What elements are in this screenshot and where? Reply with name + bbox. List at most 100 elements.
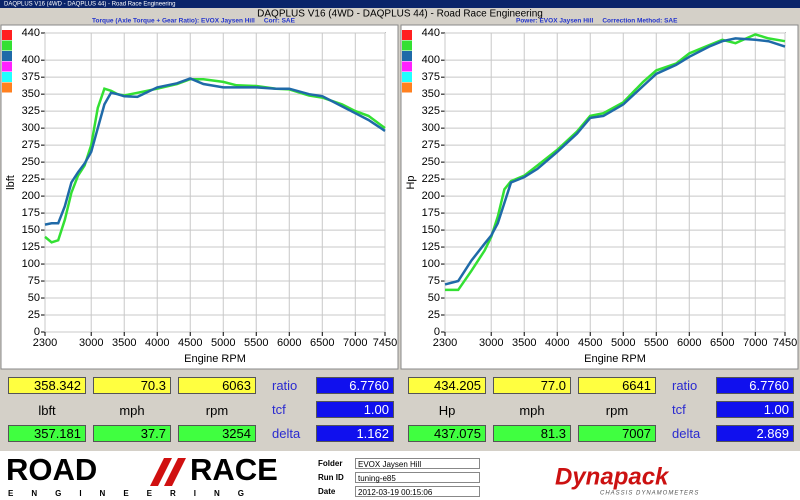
x-tick-label: 4500: [578, 337, 602, 349]
y-tick-label: 50: [28, 292, 40, 304]
brand-sub: CHASSIS DYNAMOMETERS: [600, 491, 699, 497]
readout-bottom: 3254: [178, 425, 256, 442]
readout-unit: rpm: [605, 403, 629, 418]
color-swatch: [402, 72, 412, 82]
y-tick-label: 300: [422, 122, 440, 134]
readout-top: 358.342: [8, 377, 86, 394]
param-label: tcf: [272, 402, 286, 417]
y-tick-label: 125: [22, 241, 40, 253]
field-value: EVOX Jaysen Hill: [355, 458, 480, 469]
y-tick-label: 250: [422, 156, 440, 168]
param-value: 6.7760: [316, 377, 394, 394]
field-label: Run ID: [318, 473, 344, 482]
param-label: ratio: [272, 378, 298, 393]
param-label: ratio: [672, 378, 698, 393]
y-tick-label: 375: [22, 71, 40, 83]
readout-top: 434.205: [408, 377, 486, 394]
x-tick-label: 7000: [743, 337, 767, 349]
y-tick-label: 150: [422, 224, 440, 236]
param-label: delta: [672, 426, 701, 441]
x-tick-label: 6000: [677, 337, 701, 349]
readout-bottom: 437.075: [408, 425, 486, 442]
readout-unit: lbft: [38, 403, 56, 418]
x-tick-label: 6000: [277, 337, 301, 349]
y-tick-label: 350: [422, 88, 440, 100]
plot-area: [44, 32, 386, 333]
y-tick-label: 400: [22, 54, 40, 66]
x-tick-label: 7450: [373, 337, 397, 349]
x-tick-label: 5500: [244, 337, 268, 349]
readout-bottom: 37.7: [93, 425, 171, 442]
x-tick-label: 7000: [343, 337, 367, 349]
color-swatch: [402, 61, 412, 72]
readout-top: 6063: [178, 377, 256, 394]
window-title: DAQPLUS V16 (4WD - DAQPLUS 44) - Road Ra…: [4, 2, 175, 8]
y-tick-label: 275: [22, 139, 40, 151]
y-tick-label: 440: [22, 27, 40, 39]
color-swatch: [2, 82, 12, 93]
logo-slashes: [150, 458, 186, 486]
y-tick-label: 75: [28, 275, 40, 287]
y-tick-label: 225: [422, 173, 440, 185]
readout-unit: mph: [519, 403, 545, 418]
x-tick-label: 6500: [310, 337, 334, 349]
x-tick-label: 3000: [79, 337, 103, 349]
color-swatch: [402, 40, 412, 51]
x-tick-label: 2300: [33, 337, 57, 349]
y-tick-label: 125: [422, 241, 440, 253]
param-value: 1.00: [716, 401, 794, 418]
logo-right: RACE: [190, 452, 278, 487]
plot-area: [444, 32, 786, 333]
x-tick-label: 5500: [644, 337, 668, 349]
color-swatch: [402, 51, 412, 61]
y-tick-label: 440: [422, 27, 440, 39]
data-line: [444, 37, 786, 286]
header-title: DAQPLUS V16 (4WD - DAQPLUS 44) - Road Ra…: [257, 9, 543, 20]
x-tick-label: 5000: [611, 337, 635, 349]
field-value: tuning-e85: [355, 472, 480, 483]
y-tick-label: 175: [422, 207, 440, 219]
field-label: Folder: [318, 459, 343, 468]
x-axis-label: Engine RPM: [184, 353, 246, 365]
left-info: Torque (Axle Torque + Gear Ratio): EVOX …: [92, 18, 296, 25]
y-tick-label: 275: [422, 139, 440, 151]
y-axis-label: lbft: [5, 175, 17, 190]
y-tick-label: 350: [22, 88, 40, 100]
color-swatch: [2, 61, 12, 72]
field-label: Date: [318, 487, 336, 496]
x-tick-label: 4000: [145, 337, 169, 349]
readout-unit: Hp: [438, 403, 456, 418]
x-tick-label: 3500: [512, 337, 536, 349]
readout-unit: mph: [119, 403, 145, 418]
x-tick-label: 4000: [545, 337, 569, 349]
y-tick-label: 100: [422, 258, 440, 270]
readout-bottom: 81.3: [493, 425, 571, 442]
y-tick-label: 200: [22, 190, 40, 202]
y-tick-label: 250: [22, 156, 40, 168]
readout-top: 77.0: [493, 377, 571, 394]
right-info: Power: EVOX Jaysen Hill Correction Metho…: [516, 18, 678, 25]
param-value: 6.7760: [716, 377, 794, 394]
param-label: tcf: [672, 402, 686, 417]
y-tick-label: 150: [22, 224, 40, 236]
y-tick-label: 0: [434, 326, 440, 338]
x-axis-label: Engine RPM: [584, 353, 646, 365]
x-tick-label: 4500: [178, 337, 202, 349]
y-tick-label: 200: [422, 190, 440, 202]
color-swatch: [402, 30, 412, 40]
readout-top: 70.3: [93, 377, 171, 394]
y-tick-label: 0: [34, 326, 40, 338]
y-tick-label: 100: [22, 258, 40, 270]
y-tick-label: 225: [22, 173, 40, 185]
field-value: 2012-03-19 00:15:06: [355, 486, 480, 497]
readout-unit: rpm: [205, 403, 229, 418]
color-swatch: [402, 82, 412, 93]
logo-sub: ENGINEERING: [8, 489, 262, 498]
x-tick-label: 5000: [211, 337, 235, 349]
x-tick-label: 7450: [773, 337, 797, 349]
x-tick-label: 2300: [433, 337, 457, 349]
x-tick-label: 6500: [710, 337, 734, 349]
brand: Dynapack: [555, 463, 670, 490]
